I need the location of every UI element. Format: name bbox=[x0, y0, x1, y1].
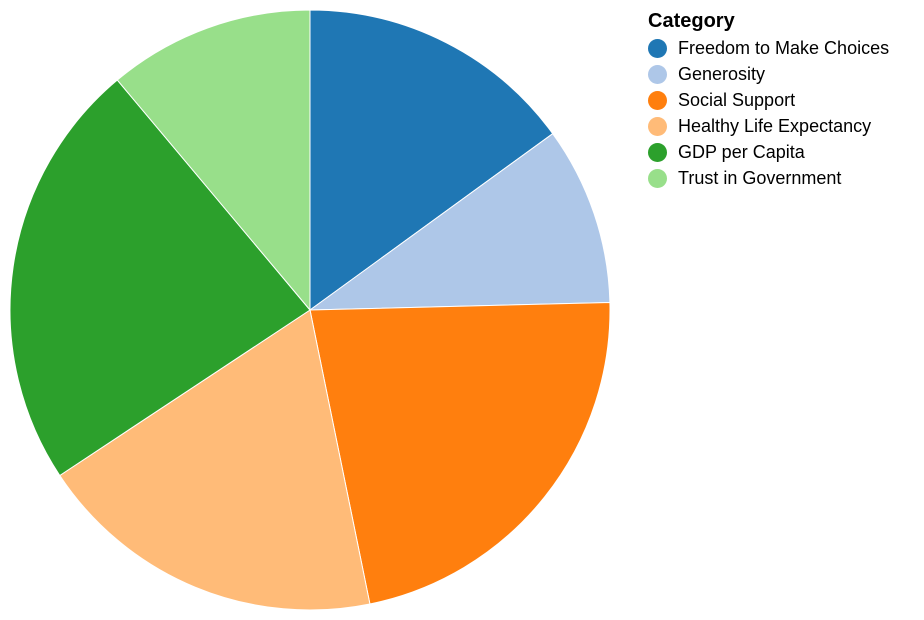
legend-label: Social Support bbox=[678, 89, 796, 110]
legend-item: Social Support bbox=[648, 87, 918, 113]
pie-slice bbox=[116, 9, 311, 311]
legend-swatch bbox=[648, 38, 667, 58]
legend-label: GDP per Capita bbox=[678, 141, 805, 162]
legend-item: Generosity bbox=[648, 61, 918, 87]
legend-title: Category bbox=[648, 10, 735, 32]
legend-label: Trust in Government bbox=[678, 167, 842, 188]
legend-swatch bbox=[648, 116, 667, 136]
legend: Category Freedom to Make Choices Generosi… bbox=[648, 8, 918, 191]
legend-items: Freedom to Make Choices Generosity Social … bbox=[648, 35, 918, 191]
pie-slices bbox=[9, 9, 611, 611]
pie-slice bbox=[309, 133, 611, 311]
legend-swatch bbox=[648, 64, 667, 84]
pie-slice bbox=[309, 9, 554, 311]
legend-swatch bbox=[648, 168, 667, 188]
legend-item: Freedom to Make Choices bbox=[648, 35, 918, 61]
legend-item: GDP per Capita bbox=[648, 139, 918, 165]
pie-slice bbox=[59, 309, 371, 611]
legend-label: Healthy Life Expectancy bbox=[678, 115, 872, 136]
legend-label: Freedom to Make Choices bbox=[678, 37, 890, 58]
legend-item: Trust in Government bbox=[648, 165, 918, 191]
legend-item: Healthy Life Expectancy bbox=[648, 113, 918, 139]
pie-slice bbox=[309, 301, 611, 605]
legend-swatch bbox=[648, 90, 667, 110]
pie-slice bbox=[9, 79, 311, 476]
legend-swatch bbox=[648, 142, 667, 162]
legend-label: Generosity bbox=[678, 63, 766, 84]
